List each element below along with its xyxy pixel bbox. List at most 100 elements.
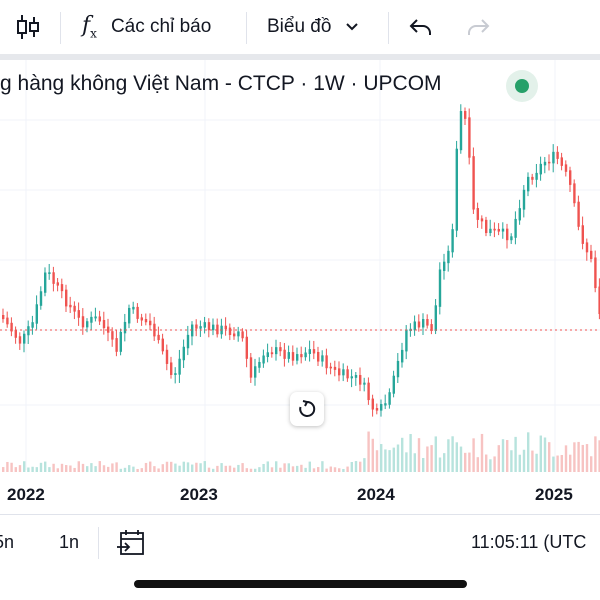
candle xyxy=(174,373,177,375)
candle xyxy=(317,351,320,362)
indicators-button[interactable]: fx Các chỉ báo xyxy=(82,0,211,54)
candlestick-icon[interactable] xyxy=(14,0,42,54)
candle xyxy=(266,352,269,358)
candle xyxy=(577,201,580,227)
home-indicator[interactable] xyxy=(134,580,467,588)
volume-bar xyxy=(262,463,265,472)
candle xyxy=(102,319,106,329)
candle xyxy=(107,326,110,333)
volume-bar xyxy=(485,454,488,472)
candle xyxy=(371,398,374,410)
candle xyxy=(585,242,589,253)
volume-bar xyxy=(564,445,568,472)
candle xyxy=(153,323,156,337)
volume-bar xyxy=(73,467,76,472)
candle xyxy=(56,282,59,286)
volume-bar xyxy=(417,438,421,472)
calendar-arrow-icon[interactable] xyxy=(116,515,146,570)
candle xyxy=(573,183,576,204)
volume-bar xyxy=(321,461,324,472)
volume-bar xyxy=(186,462,190,472)
volume-bar xyxy=(144,462,148,472)
volume-bar xyxy=(527,432,530,472)
toolbar-divider xyxy=(388,12,389,44)
volume-bar xyxy=(56,468,59,472)
candle xyxy=(401,349,404,363)
volume-bar xyxy=(237,464,240,472)
volume-bar xyxy=(480,433,484,472)
volume-bar xyxy=(254,468,257,472)
candle xyxy=(237,331,240,337)
volume-bar xyxy=(447,439,450,472)
volume-bar xyxy=(468,452,471,472)
candle xyxy=(476,208,479,220)
volume-bar xyxy=(44,461,47,472)
candle xyxy=(128,307,131,324)
volume-bar xyxy=(388,450,391,472)
volume-bar xyxy=(216,465,219,472)
candle xyxy=(514,218,517,238)
candle xyxy=(321,355,324,362)
volume-bar xyxy=(539,435,542,472)
volume-bar xyxy=(329,466,332,472)
candle xyxy=(144,318,148,323)
candle xyxy=(186,334,190,349)
volume-bar xyxy=(27,467,30,472)
volume-bar xyxy=(174,463,177,472)
candle xyxy=(405,329,408,352)
range-button-1y[interactable]: 1n xyxy=(59,532,80,552)
market-status-indicator[interactable] xyxy=(506,70,538,102)
bottombar-divider xyxy=(98,527,99,559)
volume-bar xyxy=(510,450,513,472)
range-button-5y[interactable]: 5n xyxy=(0,532,15,552)
price-chart[interactable] xyxy=(0,60,600,515)
candle xyxy=(497,228,500,232)
undo-icon[interactable] xyxy=(408,0,434,54)
candle xyxy=(384,403,387,406)
candle xyxy=(598,286,600,315)
candle xyxy=(65,289,68,307)
volume-bar xyxy=(60,463,64,472)
volume-bar xyxy=(518,454,521,472)
candle xyxy=(392,375,395,394)
volume-bar xyxy=(522,449,526,472)
candle xyxy=(363,382,366,385)
volume-bar xyxy=(35,467,38,472)
volume-bar xyxy=(191,464,194,472)
candle xyxy=(543,161,547,166)
candle xyxy=(413,321,416,331)
volume-bar xyxy=(581,444,584,472)
redo-icon[interactable] xyxy=(465,0,491,54)
candle xyxy=(501,228,505,232)
volume-bar xyxy=(149,461,152,472)
volume-bar xyxy=(426,446,429,472)
volume-bar xyxy=(514,436,517,472)
candle xyxy=(535,172,538,180)
candle xyxy=(115,338,118,352)
volume-bar xyxy=(401,437,404,472)
candle xyxy=(157,334,160,341)
volume-bar xyxy=(497,445,500,472)
candle xyxy=(136,306,139,319)
reset-chart-button[interactable] xyxy=(290,392,324,426)
candle xyxy=(77,310,80,318)
candle xyxy=(552,151,555,164)
volume-bar xyxy=(52,463,55,472)
candle xyxy=(354,375,358,378)
candle xyxy=(44,272,47,293)
clock-time[interactable]: 11:05:11 (UTC xyxy=(471,532,587,552)
volume-bar xyxy=(241,463,244,472)
candle xyxy=(287,352,290,359)
candle xyxy=(296,354,299,361)
candle xyxy=(522,189,526,210)
volume-bar xyxy=(317,467,320,472)
volume-bar xyxy=(409,434,412,472)
candle xyxy=(111,331,114,340)
candle xyxy=(123,321,127,334)
x-tick-label: 2022 xyxy=(7,485,45,504)
candle xyxy=(434,305,437,331)
chart-menu-button[interactable]: Biểu đồ xyxy=(267,0,359,54)
candle xyxy=(590,250,593,259)
candle xyxy=(86,321,89,328)
candle xyxy=(359,375,362,385)
